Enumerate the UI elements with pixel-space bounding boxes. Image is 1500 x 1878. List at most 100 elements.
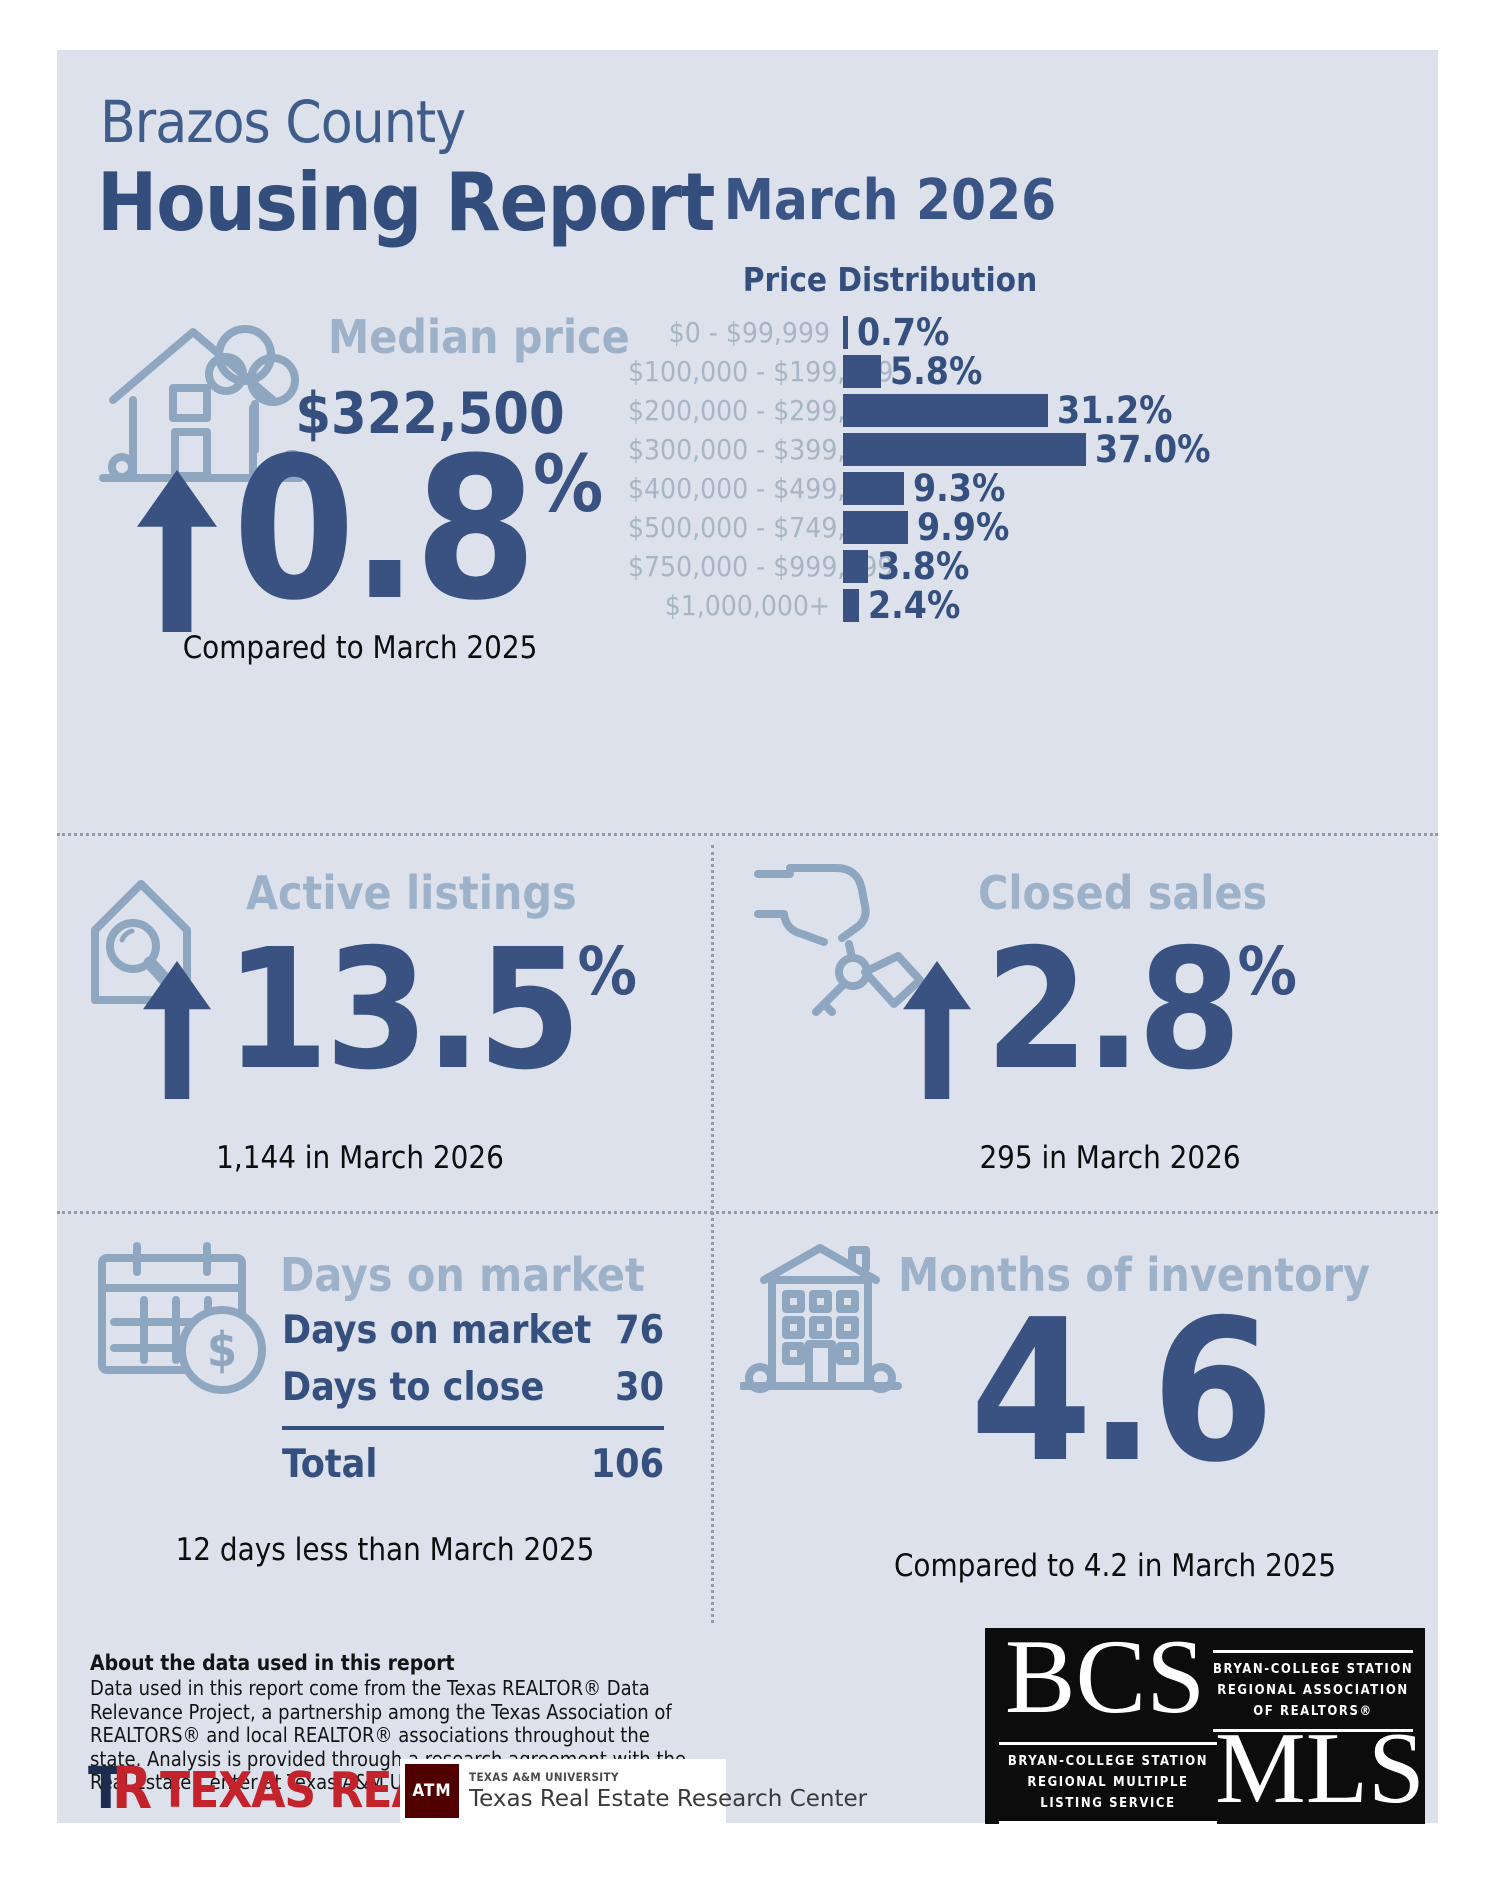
- chart-value-label: 9.3%: [913, 467, 1006, 510]
- mls-wordmark: MLS: [1215, 1712, 1425, 1825]
- closed-sales-compare: 295 in March 2026: [979, 1140, 1241, 1176]
- chart-bar: [843, 589, 859, 622]
- chart-category-label: $0 - $99,999: [668, 316, 830, 349]
- price-distribution-chart: $0 - $99,999 0.7% $100,000 - $199,999 5.8% $…: [628, 311, 1210, 627]
- days-table-rows: Days on market 76 Days to close 30: [282, 1302, 664, 1416]
- median-price-change-percent: %: [533, 440, 604, 530]
- median-price-label: Median price: [328, 310, 630, 364]
- chart-bar: [843, 355, 881, 388]
- bcs-logo-line: LISTING SERVICE: [1040, 1795, 1176, 1811]
- days-row: Days to close 30: [282, 1359, 664, 1416]
- report-title-county: Brazos County: [100, 88, 466, 156]
- tamu-logo-text: TEXAS A&M UNIVERSITY Texas Real Estate R…: [469, 1770, 867, 1812]
- active-listings-compare: 1,144 in March 2026: [216, 1140, 504, 1176]
- up-arrow-icon: [143, 961, 211, 1099]
- bcs-logo-line: REGIONAL MULTIPLE: [1027, 1774, 1189, 1790]
- chart-bar: [843, 550, 868, 583]
- chart-value-label: 9.9%: [917, 506, 1010, 549]
- chart-row: $750,000 - $999,999 3.8%: [628, 545, 1193, 588]
- about-body: Data used in this report come from the T…: [90, 1676, 686, 1795]
- chart-row: $400,000 - $499,999 9.3%: [628, 467, 1193, 510]
- house-tree-icon: [99, 325, 307, 482]
- days-row-label: Days to close: [282, 1365, 545, 1410]
- chart-bar: [843, 394, 1048, 427]
- up-arrow-icon: [136, 470, 217, 632]
- months-of-inventory-compare: Compared to 4.2 in March 2025: [893, 1548, 1337, 1584]
- bcs-logo-line: BRYAN-COLLEGE STATION: [1007, 1754, 1209, 1769]
- chart-category-label: $200,000 - $299,999: [628, 394, 894, 427]
- about-heading: About the data used in this report: [90, 1651, 455, 1675]
- chart-row: $0 - $99,999 0.7%: [628, 311, 1193, 354]
- median-price-compare: Compared to March 2025: [182, 630, 538, 666]
- tr-mark-t: T: [88, 1754, 124, 1822]
- chart-value-label: 3.8%: [877, 545, 970, 588]
- up-arrow-icon: [902, 961, 971, 1099]
- active-listings-change-percent: %: [577, 933, 637, 1010]
- divider-horizontal-bottom: [57, 1211, 1438, 1214]
- active-listings-change-number: 13.5: [225, 914, 581, 1107]
- chart-row: $500,000 - $749,999 9.9%: [628, 506, 1193, 549]
- bcs-logo-line: OF REALTORS®: [1253, 1703, 1373, 1719]
- calendar-dollar-icon: $: [98, 1242, 266, 1394]
- chart-value-label: 2.4%: [868, 584, 961, 627]
- chart-category-label: $1,000,000+: [664, 589, 830, 622]
- days-total-label: Total: [282, 1442, 378, 1487]
- days-total-value: 106: [590, 1442, 664, 1487]
- chart-bar: [843, 472, 904, 505]
- svg-text:$: $: [207, 1322, 237, 1378]
- bcs-logo-line: REGIONAL ASSOCIATION: [1217, 1682, 1409, 1698]
- days-row-value: 30: [615, 1365, 664, 1410]
- chart-row: $200,000 - $299,999 31.2%: [628, 389, 1193, 432]
- tamu-monogram-icon: ATM: [405, 1764, 459, 1818]
- days-row: Days on market 76: [282, 1302, 664, 1359]
- apartment-building-icon: [740, 1244, 902, 1393]
- days-table-divider: [282, 1426, 664, 1430]
- days-on-market-compare: 12 days less than March 2025: [175, 1532, 595, 1568]
- closed-sales-change-percent: %: [1237, 933, 1298, 1010]
- bcs-wordmark: BCS: [1004, 1618, 1206, 1735]
- bcs-mls-lines: BRYAN-COLLEGE STATION REGIONAL MULTIPLE LI…: [999, 1742, 1217, 1825]
- days-row-value: 76: [615, 1308, 664, 1353]
- median-price-change-number: 0.8: [232, 416, 537, 644]
- divider-vertical: [711, 845, 714, 1623]
- bcs-association-lines: BRYAN-COLLEGE STATION REGIONAL ASSOCIATIO…: [1213, 1650, 1414, 1733]
- chart-bar: [843, 511, 908, 544]
- tr-mark-r: R: [112, 1754, 153, 1822]
- chart-category-label: $100,000 - $199,999: [628, 355, 894, 388]
- price-distribution-title: Price Distribution: [742, 260, 1038, 299]
- chart-row: $300,000 - $399,999 37.0%: [628, 428, 1210, 471]
- days-on-market-label: Days on market: [280, 1248, 645, 1302]
- chart-value-label: 5.8%: [890, 350, 983, 393]
- days-row-label: Days on market: [282, 1308, 592, 1353]
- divider-horizontal-top: [57, 833, 1438, 836]
- months-of-inventory-label: Months of inventory: [898, 1248, 1370, 1302]
- tamu-research-center-logo: ATM TEXAS A&M UNIVERSITY Texas Real Esta…: [400, 1759, 867, 1823]
- chart-value-label: 37.0%: [1095, 428, 1211, 471]
- active-listings-label: Active listings: [246, 866, 577, 920]
- chart-category-label: $500,000 - $749,999: [628, 511, 894, 544]
- tamu-center-label: Texas Real Estate Research Center: [469, 1786, 868, 1812]
- bcs-logo-line: BRYAN-COLLEGE STATION: [1213, 1662, 1414, 1677]
- days-on-market-table: Days on market 76 Days to close 30 Total 10…: [282, 1302, 664, 1493]
- median-price-value: $322,500: [295, 381, 565, 447]
- closed-sales-change-number: 2.8: [984, 914, 1242, 1107]
- chart-category-label: $400,000 - $499,999: [628, 472, 894, 505]
- active-listings-change: 13.5 %: [130, 925, 650, 1099]
- report-title-main: Housing Report: [97, 156, 715, 249]
- months-of-inventory-value: 4.6: [969, 1278, 1274, 1506]
- chart-category-label: $750,000 - $999,999: [628, 550, 894, 583]
- report-panel: [57, 50, 1438, 1823]
- report-month: March 2026: [723, 168, 1057, 233]
- texas-realtors-mark-icon: T R: [88, 1754, 153, 1822]
- bcs-mls-logo: BCS BRYAN-COLLEGE STATION REGIONAL ASSOCI…: [985, 1624, 1425, 1825]
- chart-bar: [843, 316, 848, 349]
- hand-keys-icon: [754, 864, 924, 1016]
- chart-row: $1,000,000+ 2.4%: [628, 584, 1193, 627]
- closed-sales-change: 2.8 %: [850, 925, 1350, 1099]
- chart-row: $100,000 - $199,999 5.8%: [628, 350, 1193, 393]
- chart-value-label: 0.7%: [857, 311, 950, 354]
- chart-bar: [843, 433, 1086, 466]
- chart-category-label: $300,000 - $399,999: [628, 433, 894, 466]
- closed-sales-label: Closed sales: [978, 866, 1268, 920]
